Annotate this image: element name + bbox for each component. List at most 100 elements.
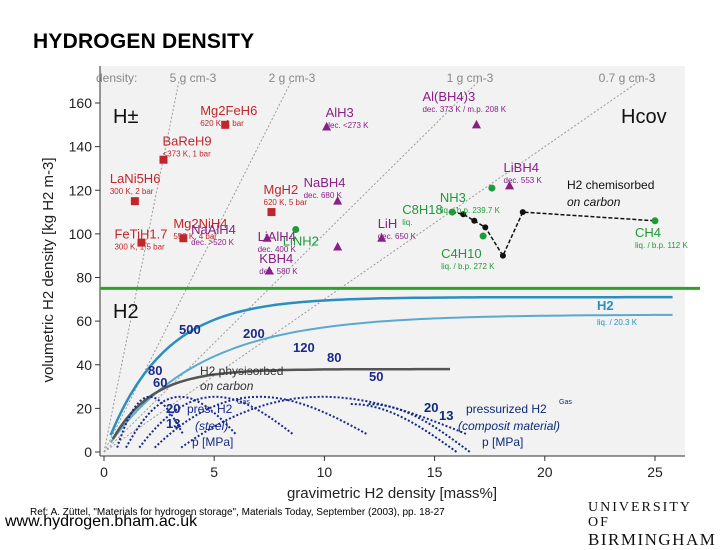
physisorbed-curve: [111, 367, 450, 440]
label-mg2feh6: Mg2FeH6: [200, 103, 257, 118]
logo-line-1: UNIVERSITY OF: [588, 500, 692, 530]
h2-liquid-label: H2: [597, 298, 614, 313]
marker-kbh4: [264, 265, 274, 275]
label-lih: LiH: [378, 216, 398, 231]
y-tick-label-160: 160: [69, 95, 93, 111]
x-tick-label-20: 20: [537, 464, 553, 480]
density-line-2: [103, 80, 292, 453]
marker-bareh9: [159, 155, 168, 164]
note-libh4: dec. 553 K: [504, 176, 543, 185]
composite-pressure-label: pressurized H2: [466, 402, 547, 416]
note-al-bh4-3: dec. 373 K / m.p. 208 K: [422, 105, 506, 114]
marker-ch4: [651, 217, 659, 225]
steel-pressure-curve-1: [116, 395, 185, 448]
note-alh3: dec. <273 K: [326, 121, 370, 130]
composite-pressure-value-2: 13: [439, 408, 453, 423]
steel-material-label: (steel): [195, 419, 228, 433]
label-linh2: LiNH2: [283, 234, 319, 249]
reference-note: Ref: A. Züttel, "Materials for hydrogen …: [30, 507, 445, 518]
label-lialh4: LiAlH4: [258, 229, 296, 244]
y-axis-label: volumetric H2 density [kg H2 m-3]: [40, 157, 57, 382]
composite-unit-label: p [MPa]: [482, 435, 523, 449]
label-ch4: CH4: [635, 225, 661, 240]
note-fetih1-7: 300 K, 1.5 bar: [114, 243, 165, 252]
marker-al-bh4-3: [471, 119, 481, 129]
density-line-1: [103, 81, 180, 453]
note-nabh4: dec. 680 K: [304, 191, 343, 200]
note-lih: dec. 650 K: [378, 232, 417, 241]
x-tick-label-0: 0: [100, 464, 108, 480]
density-line-label-3: 1 g cm-3: [447, 71, 494, 85]
label-fetih1-7: FeTiH1.7: [114, 227, 167, 242]
steel-unit-label: p [MPa]: [192, 435, 233, 449]
marker-lih: [377, 233, 387, 242]
steel-pressure-value-7: 60: [153, 375, 167, 390]
note-mgh2: 620 K, 5 bar: [264, 198, 308, 207]
marker-libh4: [505, 180, 515, 190]
chemisorbed-point-4: [482, 224, 489, 231]
chemisorbed-point-5: [499, 252, 506, 259]
steel-pressure-label: pres. H2: [187, 402, 233, 416]
note-bareh9: <373 K, 1 bar: [163, 150, 212, 159]
note-ch4: liq. / b.p. 112 K: [635, 241, 688, 250]
steel-pressure-value-9: 13: [166, 416, 180, 431]
note-lani5h6: 300 K, 2 bar: [110, 187, 154, 196]
chemisorbed-label-1: H2 chemisorbed: [567, 178, 654, 192]
steel-pressure-value-5: 50: [369, 369, 383, 384]
label-al-bh4-3: Al(BH4)3: [422, 89, 475, 104]
density-line-label-2: 2 g cm-3: [269, 71, 316, 85]
y-tick-label-120: 120: [69, 182, 93, 198]
label-kbh4: KBH4: [259, 251, 293, 266]
steel-pressure-curve-5: [180, 395, 469, 449]
y-tick-label-40: 40: [76, 357, 92, 373]
marker-nh3: [488, 184, 496, 192]
x-axis-label: gravimetric H2 density [mass%]: [287, 485, 497, 502]
label-c4h10: C4H10: [441, 246, 481, 261]
steel-pressure-value-4: 80: [327, 350, 341, 365]
composite-material-label: (composit material): [458, 419, 560, 433]
marker-linh2: [292, 226, 300, 234]
density-lines-title: density:: [96, 71, 137, 85]
region-label-ionic: H±: [113, 106, 138, 128]
marker-c8h18: [448, 208, 456, 216]
y-tick-label-80: 80: [76, 270, 92, 286]
chemisorbed-point-6: [519, 209, 526, 216]
x-tick-label-15: 15: [427, 464, 443, 480]
steel-pressure-value-2: 200: [243, 326, 265, 341]
physisorbed-label-1: H2 physisorbed: [200, 364, 283, 378]
y-tick-label-100: 100: [69, 226, 93, 242]
website-url[interactable]: www.hydrogen.bham.ac.uk: [5, 513, 198, 530]
label-mgh2: MgH2: [264, 182, 299, 197]
composite-pressure-value-1: 20: [424, 400, 438, 415]
steel-pressure-value-1: 500: [179, 322, 201, 337]
steel-pressure-value-8: 20: [166, 401, 180, 416]
steel-pressure-curve-4: [154, 395, 369, 449]
steel-gas-note: Gas: [237, 399, 250, 406]
chemisorbed-point-3: [471, 217, 478, 224]
marker-mg2nih4: [179, 234, 188, 243]
steel-pressure-value-3: 120: [293, 340, 315, 355]
plot-area: [100, 66, 685, 456]
x-tick-label-10: 10: [317, 464, 333, 480]
chemisorbed-point-2: [460, 211, 467, 218]
steel-pressure-curve-2: [125, 395, 237, 449]
label-mg2nih4: Mg2NiH4: [173, 216, 227, 231]
h2-liquid-curve: [109, 295, 673, 436]
x-tick-label-5: 5: [210, 464, 218, 480]
composite-gas-note: Gas: [559, 399, 572, 406]
density-line-4: [103, 80, 640, 453]
label-nh3: NH3: [440, 190, 466, 205]
y-tick-label-140: 140: [69, 139, 93, 155]
logo-line-2: BIRMINGHAM: [588, 530, 717, 549]
marker-naalh4: [262, 233, 272, 242]
steel-pressure-value-6: 80: [148, 363, 162, 378]
university-logo: UNIVERSITY OF BIRMINGHAM: [588, 500, 716, 550]
marker-mgh2: [267, 208, 276, 217]
region-label-molecular: H2: [113, 301, 139, 323]
marker-alh3: [322, 121, 332, 131]
note-lialh4: dec. 400 K: [258, 245, 297, 254]
marker-c4h10: [479, 232, 487, 240]
marker-lani5h6: [130, 197, 139, 206]
slide-title: HYDROGEN DENSITY: [33, 30, 255, 53]
